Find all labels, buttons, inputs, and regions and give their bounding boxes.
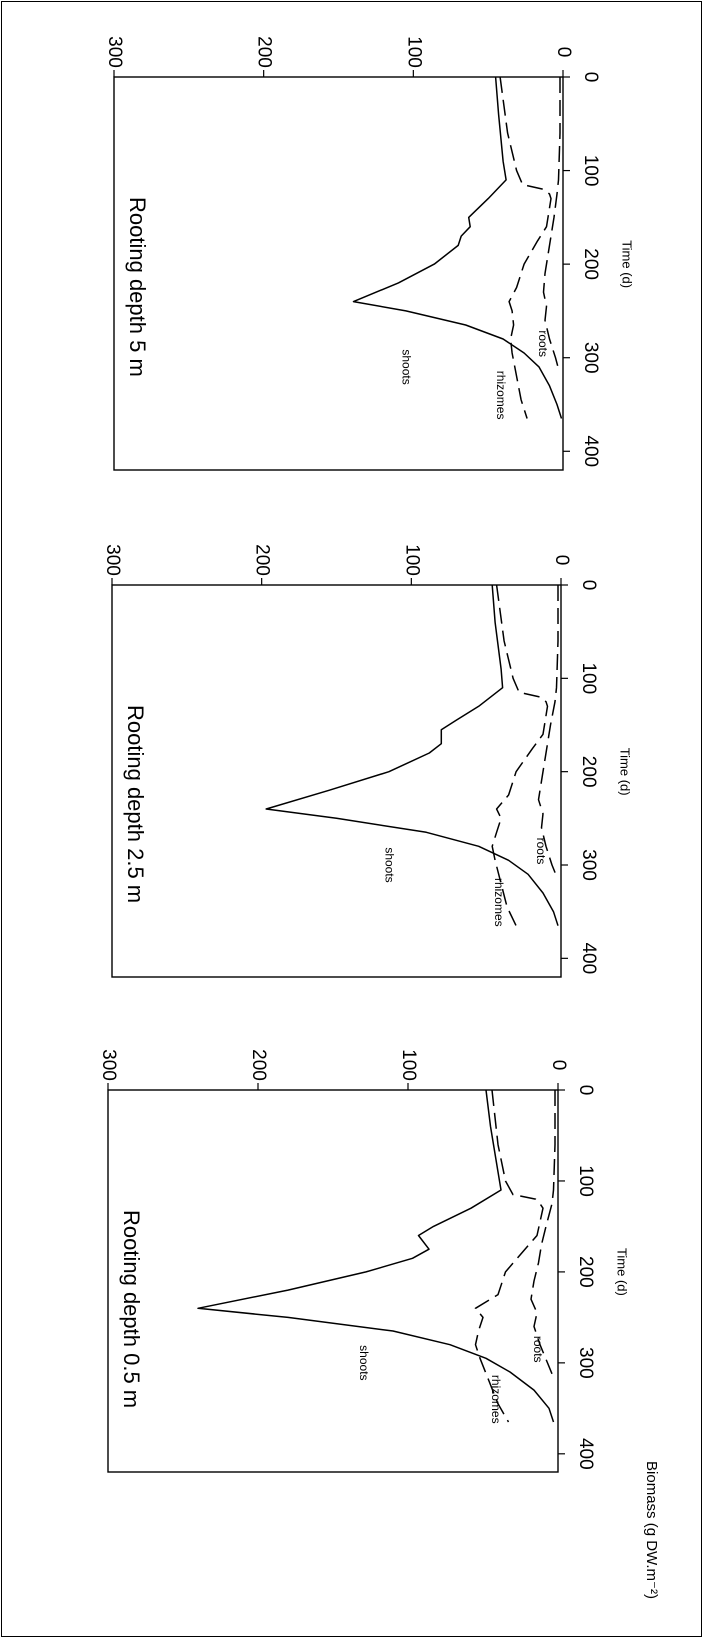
series-label-shoots-2: shoots <box>383 847 397 882</box>
time-tick-label-3-200: 200 <box>580 248 601 280</box>
series-line-shoots-1 <box>197 1089 555 1423</box>
time-axis-label-2: Time (d) <box>618 748 633 796</box>
time-tick-label-3-0: 0 <box>580 72 601 83</box>
shared-y-axis-label: Biomass (g DW.m⁻²) <box>643 1461 660 1599</box>
biomass-tick-label-3-0: 0 <box>553 47 574 58</box>
series-label-rhizomes-2: rhizomes <box>492 878 506 927</box>
biomass-tick-label-3-100: 100 <box>403 36 424 68</box>
series-label-shoots-1: shoots <box>357 1345 371 1380</box>
biomass-tick-label-1-300: 300 <box>98 1049 119 1081</box>
series-label-rhizomes-1: rhizomes <box>489 1375 503 1424</box>
biomass-tick-label-1-0: 0 <box>548 1060 569 1071</box>
time-tick-label-2-200: 200 <box>578 756 599 788</box>
series-label-shoots-3: shoots <box>400 349 414 384</box>
series-line-roots-2 <box>537 585 559 877</box>
time-tick-label-1-100: 100 <box>575 1165 596 1197</box>
biomass-tick-label-1-100: 100 <box>398 1049 419 1081</box>
plot-frame-1 <box>107 1089 559 1473</box>
time-tick-label-1-0: 0 <box>575 1085 596 1096</box>
time-tick-label-3-400: 400 <box>580 435 601 467</box>
time-axis-label-1: Time (d) <box>615 1248 630 1296</box>
time-tick-label-2-100: 100 <box>578 662 599 694</box>
time-tick-label-2-0: 0 <box>578 580 599 591</box>
time-tick-label-1-200: 200 <box>575 1256 596 1288</box>
biomass-tick-label-2-300: 300 <box>102 544 123 576</box>
biomass-tick-label-2-0: 0 <box>551 555 572 566</box>
series-line-rhizomes-1 <box>474 1089 544 1423</box>
plot-frame-3 <box>113 76 564 471</box>
time-tick-label-3-300: 300 <box>580 342 601 374</box>
series-line-rhizomes-3 <box>499 76 552 419</box>
series-line-shoots-3 <box>352 76 563 419</box>
time-tick-label-2-400: 400 <box>578 942 599 974</box>
series-line-roots-1 <box>530 1090 556 1375</box>
time-tick-label-3-100: 100 <box>580 155 601 187</box>
biomass-tick-label-2-100: 100 <box>401 544 422 576</box>
series-label-roots-3: roots <box>536 330 550 357</box>
time-tick-label-2-300: 300 <box>578 849 599 881</box>
panel-title-1: Rooting depth 0.5 m <box>119 1210 144 1408</box>
biomass-tick-label-2-200: 200 <box>252 544 273 576</box>
series-line-roots-3 <box>542 77 561 370</box>
series-label-rhizomes-3: rhizomes <box>494 371 508 420</box>
panel-title-2: Rooting depth 2.5 m <box>123 705 148 903</box>
time-tick-label-1-300: 300 <box>575 1347 596 1379</box>
series-line-shoots-2 <box>265 584 559 926</box>
panel-title-3: Rooting depth 5 m <box>125 197 150 377</box>
series-label-roots-2: roots <box>534 838 548 865</box>
plot-frame-2 <box>111 584 562 978</box>
biomass-tick-label-3-200: 200 <box>254 36 275 68</box>
biomass-tick-label-1-200: 200 <box>248 1049 269 1081</box>
series-line-rhizomes-2 <box>491 584 549 927</box>
time-tick-label-1-400: 400 <box>575 1438 596 1470</box>
time-axis-label-3: Time (d) <box>620 240 635 288</box>
biomass-tick-label-3-300: 300 <box>104 36 125 68</box>
series-label-roots-1: roots <box>531 1336 545 1363</box>
